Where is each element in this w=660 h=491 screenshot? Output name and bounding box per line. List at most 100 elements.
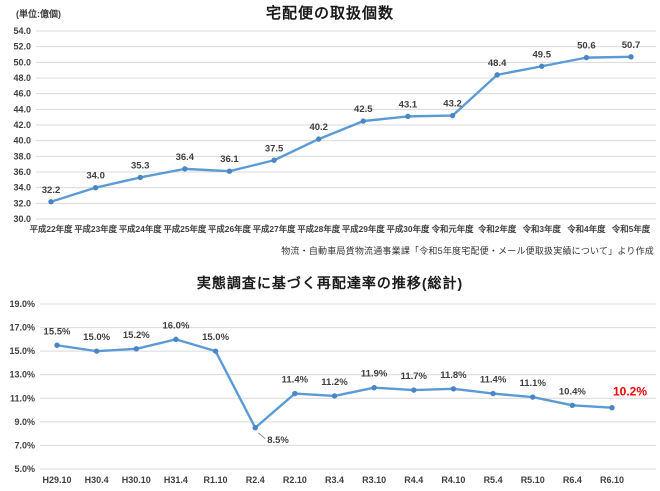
data-label: 15.0% [83,332,110,343]
y-axis-tick-label: 38.0 [13,151,31,161]
data-point-marker [450,386,457,392]
x-axis-category-label: R6.10 [600,475,624,485]
parcel-volume-line-chart: 54.0 52.0 50.0 48.0 46.0 44.0 42.0 40.0 38.0 36.0… [13,26,656,234]
data-point-marker [449,112,456,119]
y-axis-tick-label: 17.0% [9,323,35,333]
y-axis-tick-label: 36.0 [13,167,31,177]
data-point-marker [292,390,298,397]
data-point-marker [92,184,99,191]
x-axis-category-label: 平成27年度 [253,224,296,234]
data-point-marker [331,393,338,399]
x-axis-category-label: 平成29年度 [342,224,385,234]
data-label: 36.4 [176,152,195,163]
data-label: 50.7 [622,40,641,51]
data-point-marker [271,157,277,163]
data-point-marker [609,405,615,411]
y-axis-tick-label: 50.0 [13,57,31,67]
data-point-marker [137,174,143,181]
x-axis-category-label: R5.10 [521,475,545,485]
data-label: 37.5 [265,143,284,154]
y-axis-tick-label: 46.0 [13,89,31,99]
data-label: 11.2% [321,377,348,388]
data-label: 11.1% [520,378,547,389]
unit-label: (単位:億個) [16,9,61,19]
data-point-marker [583,54,590,61]
y-axis-tick-label: 42.0 [13,120,31,130]
data-label: 34.0 [86,171,105,182]
data-label: 11.4% [282,375,309,386]
data-label: 11.7% [401,371,428,382]
data-label: 36.1 [220,154,239,165]
redelivery-rate-chart-title: 実態調査に基づく再配達率の推移(総計) [196,275,464,291]
x-axis-category-label: H30.10 [122,475,151,485]
data-label: 8.5% [267,435,289,446]
x-axis-category-label: H30.4 [85,475,109,485]
data-point-marker [93,348,100,354]
data-label: 49.5 [533,49,552,60]
data-label: 32.2 [42,185,61,196]
y-axis-tick-label: 40.0 [13,136,31,146]
y-axis-tick-label: 7.0% [14,440,35,450]
data-label: 11.8% [440,370,467,381]
data-label: 10.4% [559,386,586,397]
data-point-marker [173,336,179,343]
data-line [49,55,633,203]
data-point-marker [48,199,54,205]
x-axis-category-label: R2.10 [283,475,307,485]
data-point-marker [411,387,417,393]
data-label: 15.2% [123,330,150,341]
data-point-marker [569,402,576,409]
x-axis-category-label: 令和2年度 [477,224,517,234]
y-axis-tick-label: 44.0 [13,104,31,114]
data-point-marker [494,72,500,78]
x-axis-category-label: 平成22年度 [30,224,73,234]
data-point-marker [539,63,545,69]
x-axis-category-label: R3.10 [362,475,386,485]
label-leader-line [257,432,266,440]
redelivery-rate-line-chart: 19.0% 17.0% 15.0% 13.0% 11.0% 9.0% 7.0% 5.0% H29… [9,299,656,485]
data-label: 40.2 [309,122,328,133]
x-axis-category-label: 令和3年度 [522,224,562,234]
data-label: 43.1 [399,99,418,110]
data-point-marker [360,118,367,124]
source-note: 物流・自動車局貨物流通事業課「令和5年度宅配便・メール便取扱実績について」より作… [281,246,654,256]
y-axis-tick-label: 54.0 [13,26,31,36]
y-axis-tick-label: 13.0% [9,370,35,380]
data-point-marker [252,425,258,431]
data-point-marker [226,168,233,174]
data-point-marker [315,136,322,142]
data-label: 50.6 [577,41,596,52]
x-axis-category-label: 平成30年度 [387,224,430,234]
data-point-marker [405,113,411,120]
data-label: 42.5 [354,104,373,115]
x-axis-category-label: H31.4 [164,475,188,485]
x-axis-category-label: R2.4 [246,475,265,485]
data-point-marker [54,342,60,348]
data-label: 11.4% [480,375,507,386]
y-axis-tick-label: 19.0% [9,299,35,309]
y-axis-tick-label: 48.0 [13,73,31,83]
data-point-marker [628,54,634,60]
data-point-marker [371,384,377,391]
x-axis-category-label: 令和元年度 [431,224,474,234]
y-axis-tick-label: 52.0 [13,42,31,52]
data-point-marker [212,348,219,354]
data-label: 48.4 [488,58,507,69]
y-axis-tick-label: 9.0% [14,417,35,427]
data-label: 43.2 [443,99,462,110]
x-axis-category-label: R5.4 [484,475,503,485]
parcel-volume-chart-title: 宅配便の取扱個数 [265,5,394,22]
x-axis-category-label: 平成28年度 [297,224,340,234]
x-axis-category-label: R3.4 [325,475,344,485]
data-point-marker [182,166,188,172]
x-axis-category-label: 平成24年度 [119,224,162,234]
x-axis-category-label: R4.10 [441,475,465,485]
x-axis-category-label: 令和4年度 [566,224,606,234]
redelivery-rate-chart-section: 実態調査に基づく再配達率の推移(総計) 19.0% 17.0% 15.0% 13.0%… [0,262,660,491]
data-point-marker [133,346,139,352]
data-label: 16.0% [162,320,189,331]
x-axis-category-label: R4.4 [404,475,423,485]
data-label: 15.5% [44,326,71,337]
x-axis-category-label: 平成23年度 [74,224,117,234]
y-axis-tick-label: 15.0% [9,346,35,356]
